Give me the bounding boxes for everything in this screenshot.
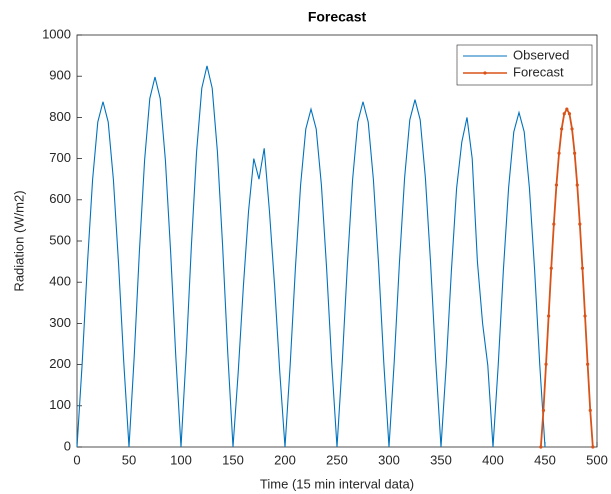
x-axis-label: Time (15 min interval data) (260, 476, 414, 491)
x-tick-label: 400 (482, 452, 504, 467)
x-tick-label: 500 (586, 452, 608, 467)
y-axis-label: Radiation (W/m2) (11, 190, 26, 291)
y-tick-label: 900 (49, 68, 71, 83)
y-tick-label: 500 (49, 232, 71, 247)
legend-label: Observed (513, 47, 569, 62)
x-tick-label: 250 (326, 452, 348, 467)
y-tick-label: 400 (49, 274, 71, 289)
y-tick-label: 300 (49, 315, 71, 330)
legend-box (456, 44, 593, 86)
y-tick-label: 700 (49, 150, 71, 165)
marker (549, 266, 553, 270)
marker (567, 112, 572, 116)
x-tick-label: 150 (222, 452, 244, 467)
y-tick-label: 0 (64, 438, 71, 453)
marker (544, 362, 548, 366)
series-line (76, 65, 546, 448)
y-tick-label: 600 (49, 191, 71, 206)
y-tick-label: 800 (49, 109, 71, 124)
marker (547, 314, 551, 318)
x-tick-label: 50 (122, 452, 136, 467)
marker (562, 112, 566, 116)
marker (573, 151, 577, 155)
plot-area (76, 34, 598, 448)
y-tick-label: 1000 (42, 26, 71, 41)
marker (586, 362, 590, 366)
marker (554, 183, 559, 187)
legend-marker (483, 71, 487, 75)
marker (591, 445, 595, 449)
y-tick-label: 200 (49, 356, 71, 371)
x-tick-label: 300 (378, 452, 400, 467)
legend-label: Forecast (513, 64, 564, 79)
marker (570, 127, 574, 131)
marker (560, 127, 564, 131)
marker (578, 222, 582, 226)
marker (583, 314, 587, 318)
marker (565, 107, 569, 111)
x-tick-label: 100 (170, 452, 192, 467)
marker (557, 151, 561, 155)
marker (552, 222, 556, 226)
marker (541, 408, 546, 412)
marker (539, 445, 543, 449)
chart-title: Forecast (308, 9, 367, 25)
marker (575, 183, 579, 187)
x-tick-label: 0 (73, 452, 80, 467)
marker (580, 266, 585, 270)
marker (588, 408, 592, 412)
y-tick-label: 100 (49, 397, 71, 412)
x-tick-label: 450 (534, 452, 556, 467)
x-tick-label: 200 (274, 452, 296, 467)
x-tick-label: 350 (430, 452, 452, 467)
